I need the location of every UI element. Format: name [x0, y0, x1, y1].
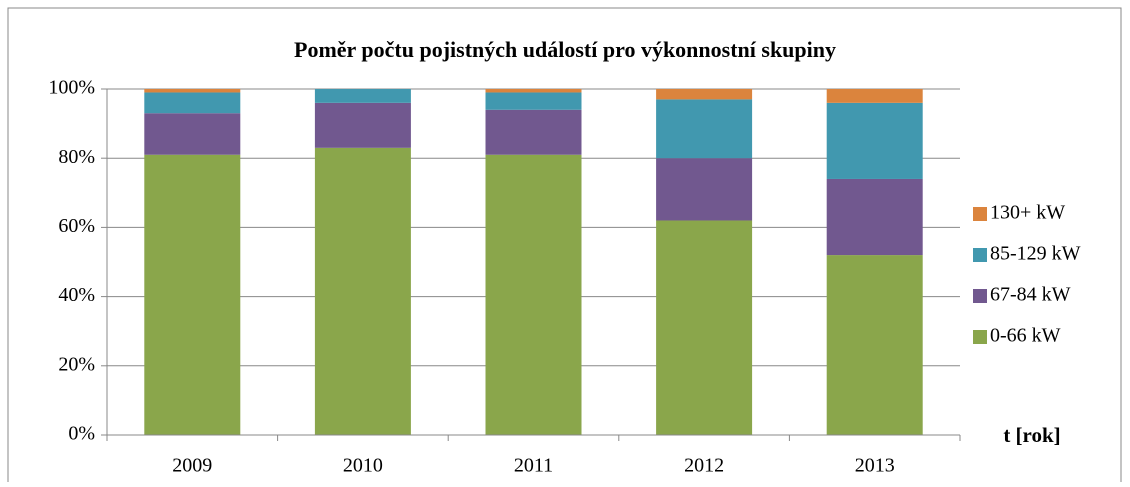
bar-segment [656, 99, 753, 159]
bar-segment [485, 92, 582, 110]
legend-label: 0-66 kW [990, 325, 1061, 347]
bar-segment [314, 102, 411, 148]
bar-segment [144, 113, 241, 155]
y-tick-label: 80% [58, 146, 95, 168]
bar-segment [314, 147, 411, 435]
bar-segment [826, 178, 923, 256]
bar-segment [144, 92, 241, 114]
legend-label: 67-84 kW [990, 284, 1071, 306]
x-tick-label: 2009 [172, 455, 212, 477]
x-tick-label: 2011 [514, 455, 553, 477]
y-tick-label: 20% [58, 353, 95, 375]
bar-segment [656, 220, 753, 435]
bar-segment [144, 154, 241, 436]
chart-frame [7, 7, 1122, 487]
legend-swatch [973, 289, 987, 303]
x-tick-label: 2010 [343, 455, 383, 477]
chart-title: Poměr počtu pojistných událostí pro výko… [294, 37, 836, 62]
bar-segment [656, 158, 753, 221]
bar-segment [826, 102, 923, 179]
bar-segment [485, 109, 582, 155]
legend-label: 130+ kW [990, 202, 1065, 224]
legend-swatch [973, 248, 987, 262]
bar-segment [656, 89, 753, 100]
bar-segment [485, 89, 582, 93]
bar-segment [314, 89, 411, 103]
bar-segment [485, 154, 582, 436]
legend-swatch [973, 207, 987, 221]
bar-segment [826, 89, 923, 103]
bar-segment [826, 255, 923, 435]
y-tick-label: 0% [68, 423, 95, 445]
y-tick-label: 60% [58, 215, 95, 237]
x-tick-label: 2012 [684, 455, 724, 477]
y-tick-label: 40% [58, 284, 95, 306]
bar-segment [144, 89, 241, 93]
legend-label: 85-129 kW [990, 243, 1081, 265]
x-axis-label: t [rok] [1003, 423, 1060, 447]
legend-swatch [973, 330, 987, 344]
x-tick-label: 2013 [855, 455, 895, 477]
y-tick-label: 100% [48, 77, 95, 99]
